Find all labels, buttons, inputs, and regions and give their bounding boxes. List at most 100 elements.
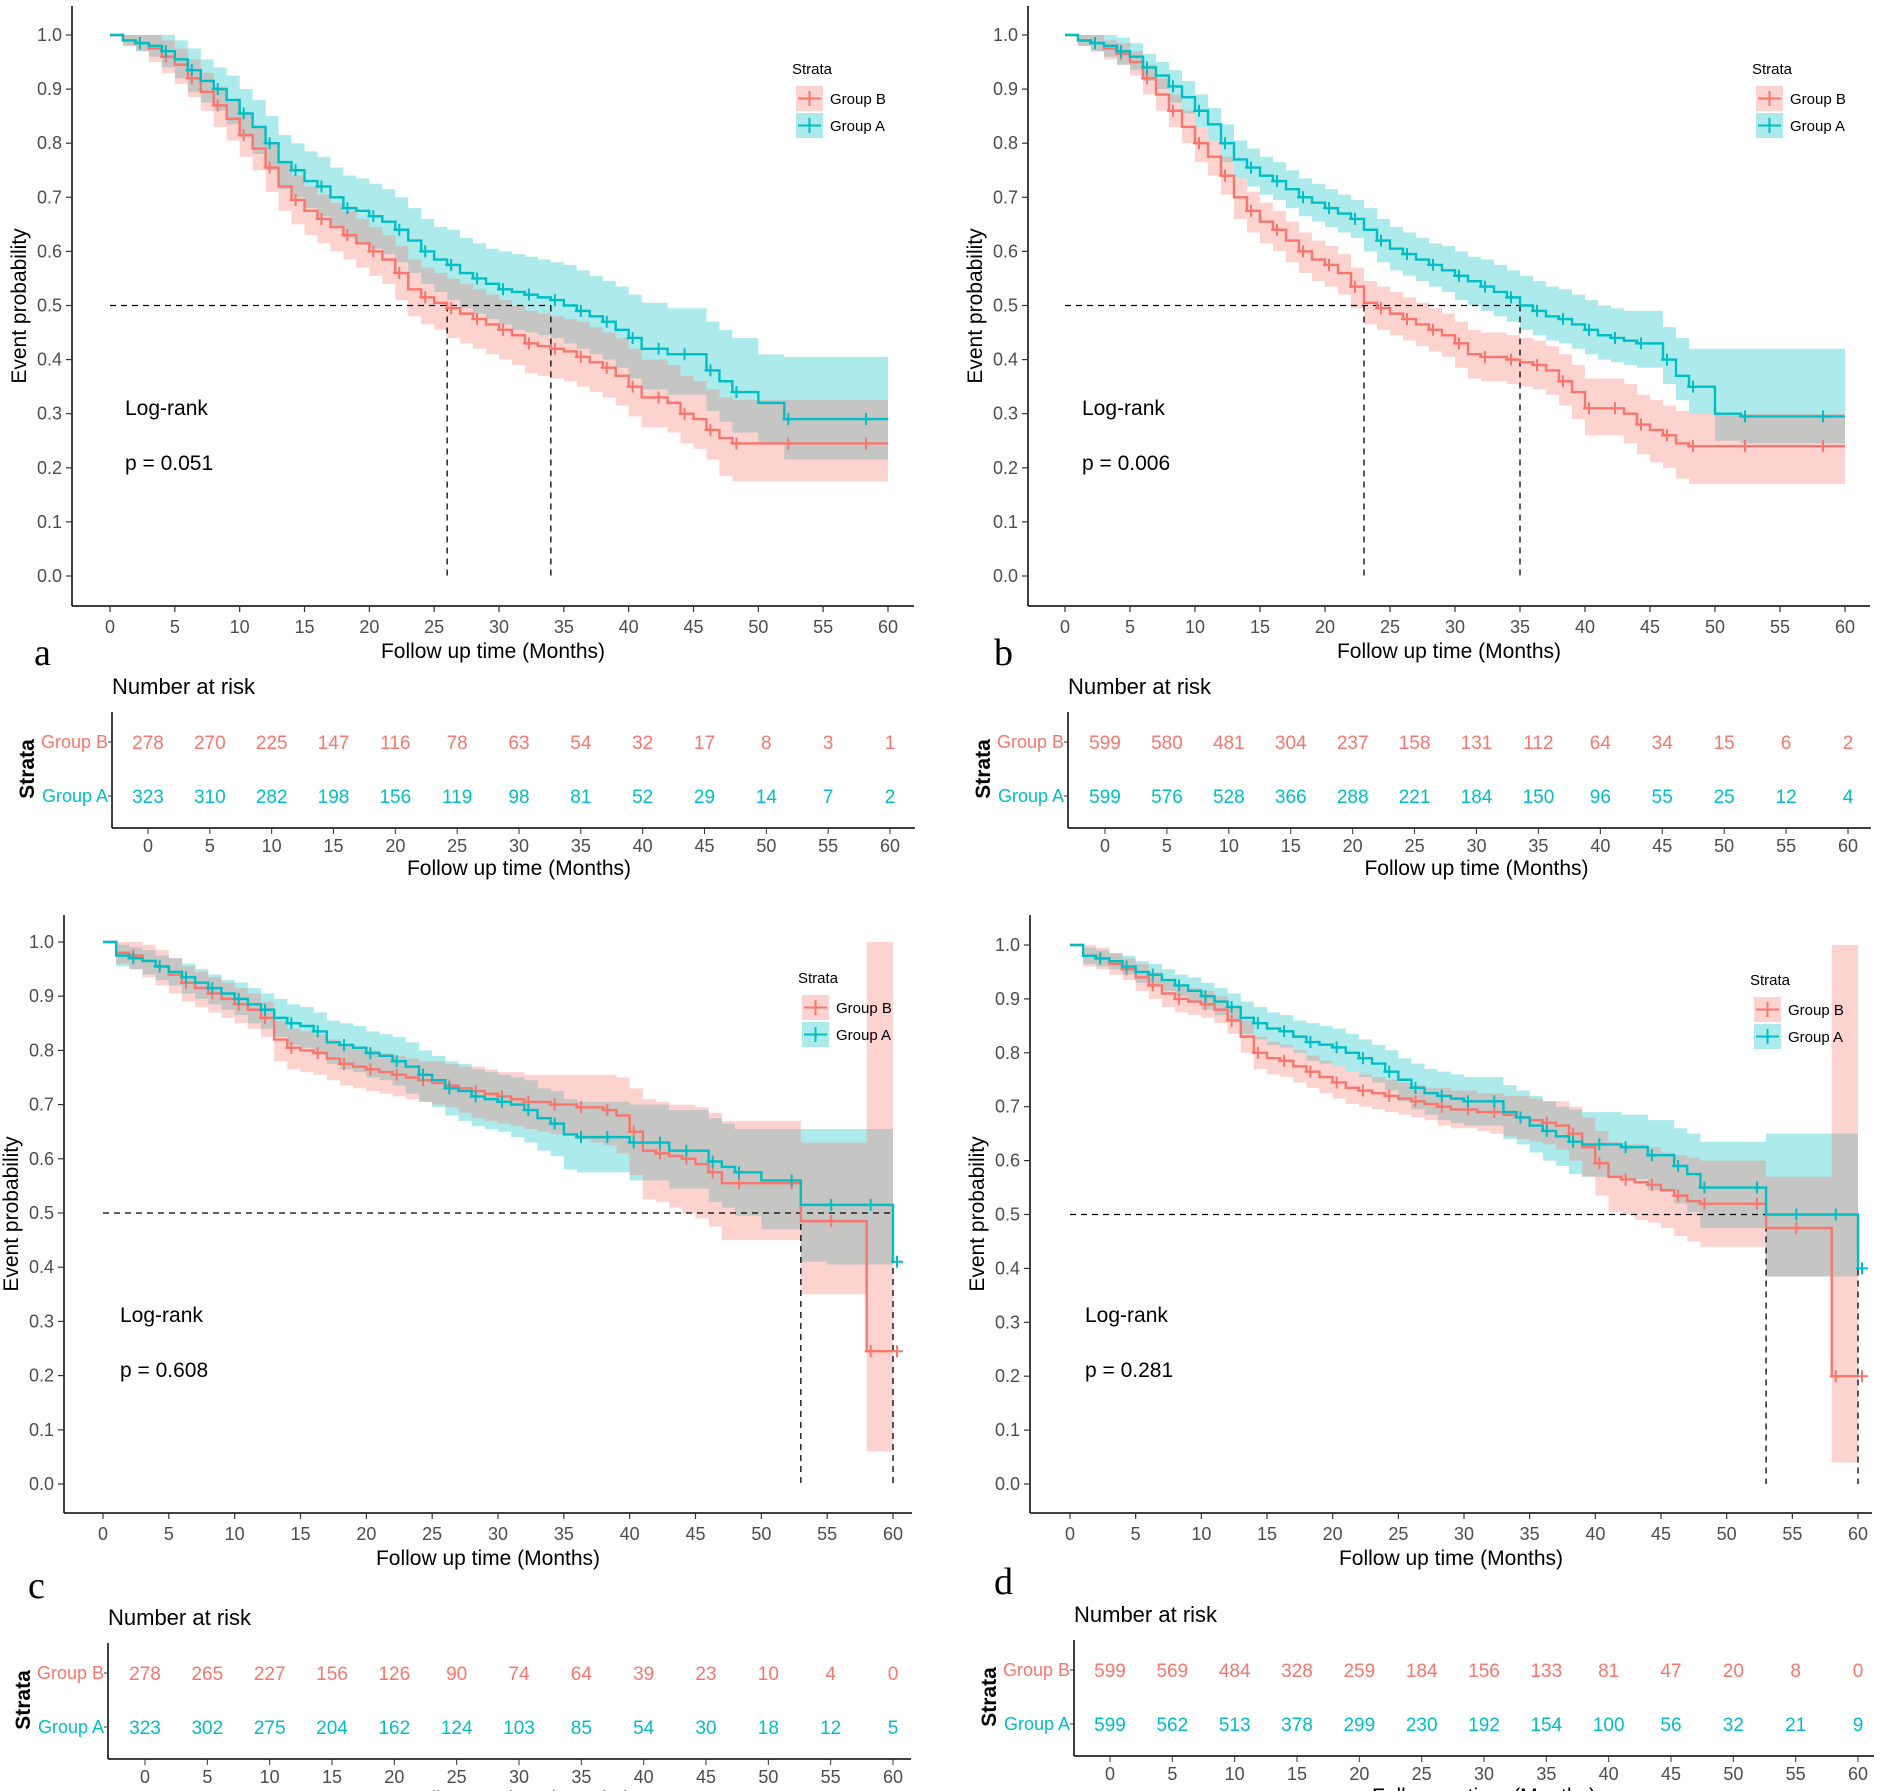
- y-tick-label: 0.1: [29, 1420, 54, 1440]
- risk-count-group-b: 237: [1337, 733, 1369, 754]
- y-tick-label: 1.0: [995, 935, 1020, 955]
- risk-count-group-b: 126: [378, 1664, 410, 1685]
- risk-count-group-a: 2: [885, 787, 896, 808]
- y-axis-label: Event probability: [0, 1136, 23, 1292]
- group-b-censor-mark: [1251, 1046, 1264, 1059]
- group-a-censor-mark: [652, 342, 665, 355]
- risk-count-group-a: 7: [823, 787, 834, 808]
- legend-title: Strata: [1750, 972, 1791, 989]
- risk-y-axis-label: Strata: [972, 739, 995, 799]
- x-tick-label: 50: [751, 1524, 771, 1544]
- y-tick-label: 0.0: [29, 1474, 54, 1494]
- risk-row-label-group-a: Group A: [998, 786, 1064, 806]
- risk-x-tick-label: 30: [509, 836, 529, 856]
- risk-count-group-b: 259: [1343, 1661, 1375, 1682]
- risk-count-group-a: 221: [1399, 787, 1431, 808]
- risk-x-tick-label: 15: [1287, 1764, 1307, 1784]
- risk-count-group-b: 23: [695, 1664, 716, 1685]
- group-a-survival-curve: [1065, 33, 1845, 418]
- risk-x-tick-label: 55: [821, 1767, 841, 1787]
- group-a-legend-key: [804, 1027, 827, 1042]
- group-a-censor-mark: [153, 960, 166, 973]
- risk-x-tick-label: 15: [323, 836, 343, 856]
- risk-count-group-a: 100: [1593, 1715, 1625, 1736]
- risk-x-tick-label: 5: [205, 836, 215, 856]
- x-tick-label: 40: [620, 1524, 640, 1544]
- p-value: p = 0.006: [1082, 452, 1170, 475]
- risk-count-group-b: 133: [1530, 1661, 1562, 1682]
- group-a-censor-mark: [548, 294, 561, 307]
- legend-title: Strata: [792, 61, 833, 78]
- p-value: p = 0.051: [125, 452, 213, 475]
- group-a-censor-mark: [1330, 1041, 1343, 1054]
- group-b-censor-mark: [393, 267, 406, 280]
- risk-table-title: Number at risk: [1068, 674, 1212, 699]
- risk-x-tick-label: 35: [571, 836, 591, 856]
- group-b-censor-mark: [1225, 1014, 1238, 1027]
- group-a-legend-label: Group A: [1790, 118, 1845, 135]
- group-a-censor-mark: [1531, 304, 1543, 317]
- risk-count-group-b: 78: [447, 733, 468, 754]
- group-a-censor-mark: [1856, 1262, 1868, 1275]
- risk-count-group-b: 34: [1652, 733, 1674, 754]
- group-a-censor-mark: [891, 1255, 903, 1268]
- logrank-label: Log-rank: [1085, 1304, 1168, 1327]
- group-a-censor-mark: [232, 992, 245, 1005]
- group-b-censor-mark: [1687, 440, 1699, 453]
- group-a-censor-mark: [159, 45, 172, 58]
- risk-x-tick-label: 5: [1162, 836, 1172, 856]
- risk-x-tick-label: 10: [1219, 836, 1239, 856]
- y-tick-label: 0.8: [37, 133, 62, 153]
- risk-count-group-a: 310: [194, 787, 226, 808]
- y-axis-label: Event probability: [964, 228, 987, 384]
- risk-count-group-b: 8: [1790, 1661, 1801, 1682]
- group-b-censor-mark: [891, 1345, 903, 1358]
- group-b-censor-mark: [1349, 280, 1361, 293]
- group-b-censor-mark: [289, 194, 302, 207]
- risk-count-group-b: 3: [823, 733, 834, 754]
- risk-count-group-b: 580: [1151, 733, 1183, 754]
- risk-x-tick-label: 45: [696, 1767, 716, 1787]
- x-tick-label: 30: [488, 1524, 508, 1544]
- risk-count-group-b: 90: [446, 1664, 467, 1685]
- group-a-censor-mark: [311, 1025, 324, 1038]
- x-tick-label: 60: [878, 617, 898, 637]
- risk-count-group-b: 569: [1156, 1661, 1188, 1682]
- risk-count-group-a: 30: [695, 1718, 716, 1739]
- group-a-censor-mark: [1687, 380, 1699, 393]
- group-b-censor-mark: [367, 245, 380, 258]
- group-a-censor-mark: [1557, 313, 1569, 326]
- risk-count-group-b: 112: [1523, 733, 1553, 754]
- group-b-censor-mark: [1750, 1197, 1763, 1210]
- group-a-censor-mark: [1609, 331, 1621, 344]
- risk-count-group-a: 81: [570, 787, 591, 808]
- group-a-censor-mark: [315, 180, 328, 193]
- risk-x-tick-label: 60: [883, 1767, 903, 1787]
- panel-d: 0.0 0.1 0.2 0.3 0.4 0.5 0.6 0.7 0.8 0.9 1.0 0 5 10 15 2…: [966, 915, 1874, 1791]
- group-b-censor-mark: [1356, 1084, 1369, 1097]
- risk-count-group-b: 20: [1723, 1661, 1744, 1682]
- risk-row-label-group-a: Group A: [1004, 1714, 1070, 1734]
- x-tick-label: 20: [356, 1524, 376, 1544]
- risk-count-group-a: 21: [1785, 1715, 1806, 1736]
- x-tick-label: 25: [424, 617, 444, 637]
- risk-count-group-a: 513: [1219, 1715, 1251, 1736]
- risk-x-tick-label: 10: [262, 836, 282, 856]
- y-tick-label: 0.2: [995, 1366, 1020, 1386]
- risk-x-axis-label: Follow up time (Months): [1372, 1785, 1596, 1791]
- group-a-censor-mark: [1593, 1138, 1606, 1151]
- y-tick-label: 0.1: [993, 512, 1018, 532]
- group-a-censor-mark: [206, 982, 219, 995]
- group-a-censor-mark: [1619, 1141, 1632, 1154]
- group-a-censor-mark: [497, 283, 509, 296]
- risk-row-label-group-b: Group B: [997, 732, 1064, 752]
- risk-count-group-a: 192: [1468, 1715, 1500, 1736]
- risk-count-group-b: 10: [758, 1664, 779, 1685]
- legend-title: Strata: [1752, 61, 1793, 78]
- risk-count-group-b: 54: [570, 733, 592, 754]
- risk-count-group-b: 74: [508, 1664, 530, 1685]
- group-b-censor-mark: [1505, 353, 1517, 366]
- risk-table-title: Number at risk: [1074, 1602, 1218, 1627]
- group-a-censor-mark: [1323, 202, 1335, 215]
